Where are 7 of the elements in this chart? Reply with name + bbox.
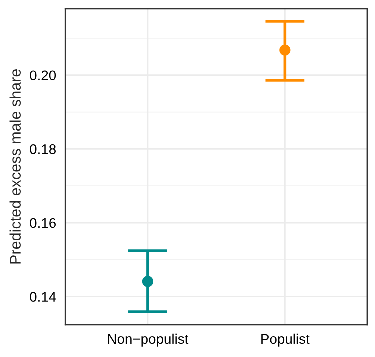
y-axis-title: Predicted excess male share	[10, 69, 21, 264]
x-tick-label: Populist	[262, 334, 310, 347]
x-tick-label: Non−populist	[108, 334, 189, 347]
y-tick-label: 0.16	[30, 218, 56, 228]
y-tick-label: 0.20	[30, 70, 56, 81]
y-tick-label: 0.18	[30, 144, 56, 154]
y-tick-label: 0.14	[30, 292, 56, 302]
